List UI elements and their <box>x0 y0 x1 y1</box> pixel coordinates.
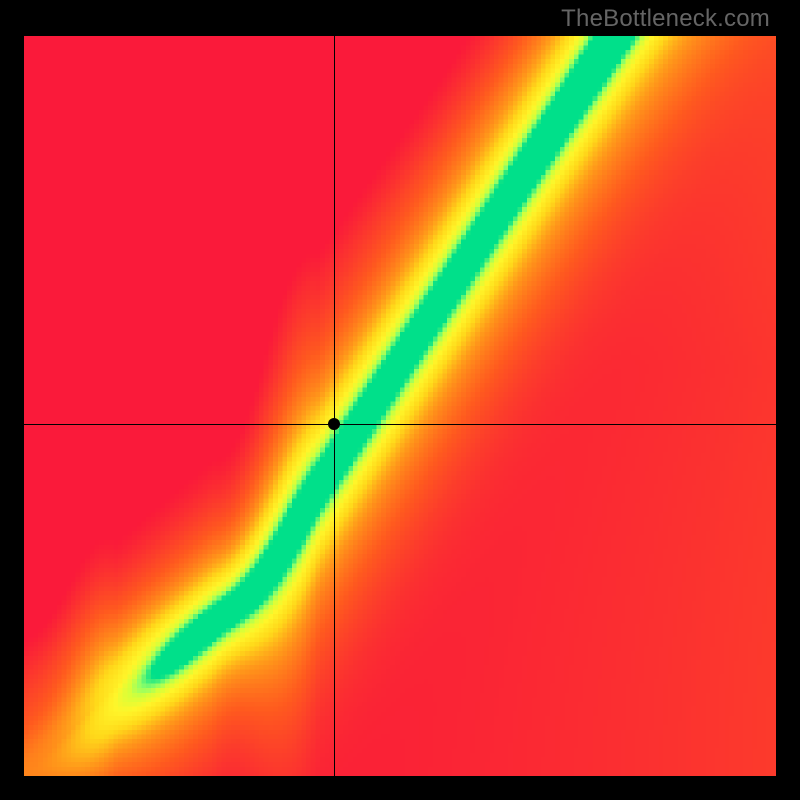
crosshair-horizontal <box>24 424 776 425</box>
crosshair-dot <box>328 418 340 430</box>
crosshair-vertical <box>334 36 335 776</box>
heatmap-plot <box>24 36 776 776</box>
heatmap-canvas <box>24 36 776 776</box>
watermark-text: TheBottleneck.com <box>561 5 770 33</box>
